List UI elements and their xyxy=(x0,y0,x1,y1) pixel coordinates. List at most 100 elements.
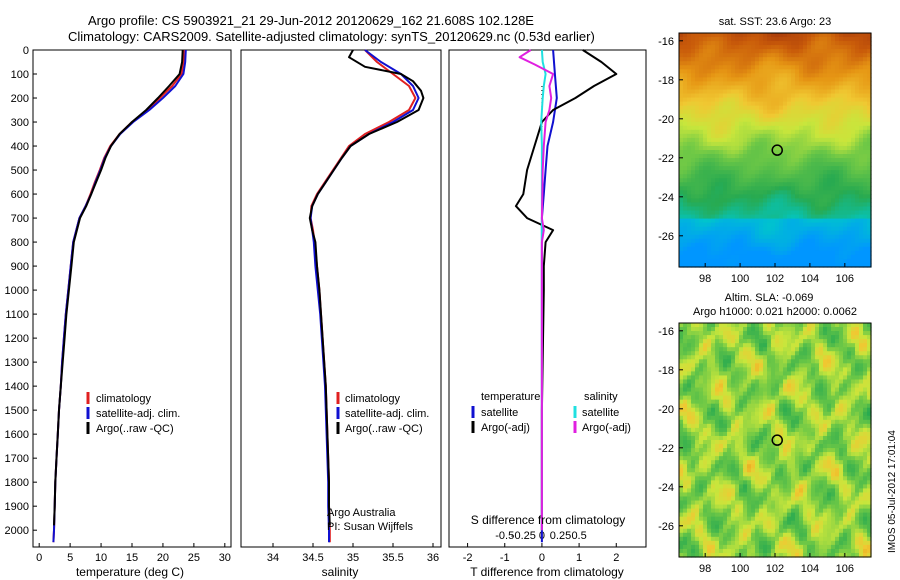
map-cell xyxy=(799,387,804,393)
map-cell xyxy=(775,440,780,445)
map-cell xyxy=(799,339,804,344)
map-cell xyxy=(743,395,748,401)
map-cell xyxy=(715,472,720,477)
map-cell xyxy=(855,371,860,377)
map-cell xyxy=(807,383,812,389)
map-cell xyxy=(819,464,824,469)
map-cell xyxy=(739,242,744,248)
map-cell xyxy=(815,460,820,465)
map-cell xyxy=(811,33,816,38)
map-cell xyxy=(739,145,744,151)
map-cell xyxy=(687,339,692,344)
series-line-argo-raw-qc- xyxy=(53,49,184,526)
map-cell xyxy=(687,335,692,340)
map-cell xyxy=(759,186,764,191)
map-cell xyxy=(803,427,808,433)
map-cell xyxy=(843,218,848,224)
map-cell xyxy=(771,238,776,244)
map-cell xyxy=(847,218,852,224)
map-cell xyxy=(819,363,824,368)
map-cell xyxy=(863,230,868,236)
map-cell xyxy=(815,343,820,348)
map-cell xyxy=(699,166,704,171)
map-cell xyxy=(851,242,856,248)
map-cell xyxy=(839,33,844,38)
map-cell xyxy=(699,194,704,200)
map-cell xyxy=(823,162,828,167)
map-cell xyxy=(795,182,800,187)
map-cell xyxy=(811,190,816,195)
map-cell xyxy=(691,347,696,352)
map-cell xyxy=(803,335,808,340)
map-cell xyxy=(867,403,872,409)
map-cell xyxy=(751,69,756,74)
map-cell xyxy=(855,472,860,477)
map-cell xyxy=(711,109,716,115)
map-cell xyxy=(699,387,704,393)
map-cell xyxy=(707,194,712,200)
map-cell xyxy=(791,37,796,42)
map-cell xyxy=(855,488,860,494)
map-cell xyxy=(795,355,800,360)
map-cell xyxy=(711,198,716,204)
map-cell xyxy=(783,178,788,183)
map-cell xyxy=(835,371,840,377)
map-cell xyxy=(719,359,724,364)
map-cell xyxy=(755,391,760,397)
map-cell xyxy=(727,411,732,417)
map-cell xyxy=(775,258,780,264)
map-cell xyxy=(827,391,832,397)
map-cell xyxy=(831,49,836,54)
map-cell xyxy=(867,182,872,187)
map-cell xyxy=(775,81,780,87)
map-cell xyxy=(771,343,776,348)
map-cell xyxy=(803,460,808,465)
map-cell xyxy=(847,162,852,167)
map-cell xyxy=(791,230,796,236)
map-cell xyxy=(747,363,752,368)
map-cell xyxy=(795,174,800,179)
map-cell xyxy=(799,141,804,147)
map-cell xyxy=(815,476,820,481)
map-cell xyxy=(835,242,840,248)
map-cell xyxy=(699,359,704,364)
map-cell xyxy=(855,254,860,260)
map-cell xyxy=(679,174,684,179)
map-cell xyxy=(739,407,744,413)
map-cell xyxy=(779,423,784,429)
map-cell xyxy=(775,331,780,336)
map-cell xyxy=(811,351,816,356)
map-cell xyxy=(863,423,868,429)
map-cell xyxy=(751,97,756,103)
map-cell xyxy=(699,468,704,473)
top-x-tick-label: 0.5 xyxy=(571,530,586,542)
map-cell xyxy=(863,206,868,212)
map-cell xyxy=(703,472,708,477)
map-cell xyxy=(735,403,740,409)
map-cell xyxy=(731,359,736,364)
map-cell xyxy=(847,456,852,461)
map-cell xyxy=(775,49,780,54)
map-cell xyxy=(779,331,784,336)
map-cell xyxy=(815,435,820,441)
map-cell xyxy=(727,371,732,377)
map-cell xyxy=(795,186,800,191)
map-cell xyxy=(815,69,820,74)
map-cell xyxy=(763,339,768,344)
map-cell xyxy=(847,427,852,433)
map-cell xyxy=(771,37,776,42)
map-cell xyxy=(803,133,808,139)
map-cell xyxy=(755,166,760,171)
map-cell xyxy=(679,170,684,175)
map-cell xyxy=(731,166,736,171)
map-cell xyxy=(703,480,708,485)
map-cell xyxy=(735,65,740,70)
map-cell xyxy=(727,150,732,155)
map-cell xyxy=(803,476,808,481)
map-cell xyxy=(687,323,692,328)
map-cell xyxy=(767,150,772,155)
map-cell xyxy=(723,448,728,453)
map-cell xyxy=(867,162,872,167)
map-cell xyxy=(767,89,772,95)
map-cell xyxy=(811,37,816,42)
